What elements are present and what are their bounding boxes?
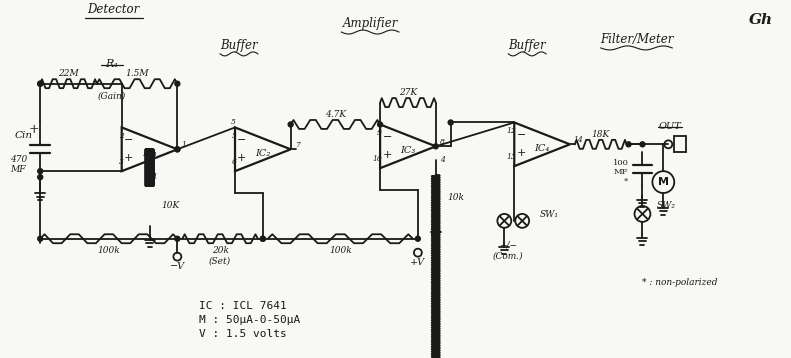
Circle shape [38, 81, 43, 86]
Circle shape [260, 236, 265, 241]
Text: −: − [517, 130, 526, 140]
Text: Buffer: Buffer [220, 39, 258, 52]
Text: −: − [382, 132, 392, 142]
Text: 3: 3 [119, 158, 123, 166]
Text: (Gain): (Gain) [97, 91, 126, 100]
Text: (Set): (Set) [209, 256, 231, 265]
Text: IC₁: IC₁ [142, 149, 157, 158]
Circle shape [175, 236, 180, 241]
Text: 470
MF: 470 MF [9, 155, 27, 174]
Text: 5: 5 [232, 132, 237, 140]
Text: −: − [237, 135, 247, 145]
Text: +/−
(Com.): +/− (Com.) [493, 241, 524, 260]
Text: * : non-polarized: * : non-polarized [642, 278, 718, 287]
Text: Cin: Cin [14, 131, 32, 140]
Circle shape [38, 169, 43, 174]
Text: 11: 11 [149, 173, 158, 181]
Text: Filter/Meter: Filter/Meter [600, 33, 673, 46]
Text: 100
MF
*: 100 MF * [613, 159, 629, 185]
Text: 9: 9 [377, 129, 382, 137]
Text: R₄: R₄ [105, 59, 118, 69]
Text: 100k: 100k [97, 246, 120, 255]
Text: M : 50μA-0-50μA: M : 50μA-0-50μA [199, 315, 301, 325]
Circle shape [415, 236, 420, 241]
Text: 13: 13 [506, 153, 517, 161]
Text: +: + [124, 153, 134, 163]
Text: −V: −V [170, 262, 185, 271]
Text: 27K: 27K [399, 88, 417, 97]
Circle shape [175, 81, 180, 86]
Text: 20k: 20k [212, 246, 229, 255]
Text: 7: 7 [294, 141, 300, 149]
Text: 18K: 18K [592, 130, 610, 139]
Text: −: − [124, 135, 134, 145]
Text: V : 1.5 volts: V : 1.5 volts [199, 329, 287, 339]
Text: 4.7K: 4.7K [325, 110, 346, 119]
Circle shape [260, 236, 265, 241]
Text: SW₁: SW₁ [540, 211, 559, 219]
Text: IC₄: IC₄ [535, 144, 550, 153]
Text: 2: 2 [119, 132, 123, 140]
Text: OUT: OUT [659, 122, 682, 131]
Circle shape [433, 144, 438, 149]
Circle shape [626, 142, 631, 147]
Text: +V: +V [411, 258, 426, 267]
Text: Amplifier: Amplifier [343, 17, 398, 30]
Circle shape [175, 147, 180, 152]
Text: 6: 6 [232, 158, 237, 166]
Circle shape [38, 81, 43, 86]
Text: +: + [237, 153, 247, 163]
Circle shape [377, 122, 383, 127]
Circle shape [38, 175, 43, 180]
Text: 10K: 10K [161, 202, 180, 211]
Text: IC₂: IC₂ [255, 149, 271, 158]
Text: 10: 10 [373, 155, 382, 163]
Text: 1: 1 [181, 141, 186, 149]
Circle shape [448, 120, 453, 125]
Text: 10k: 10k [448, 193, 464, 202]
Text: +: + [382, 150, 392, 160]
Text: +: + [29, 123, 40, 136]
Text: Detector: Detector [88, 3, 140, 16]
Text: 4: 4 [440, 156, 445, 164]
Text: Buffer: Buffer [509, 39, 546, 52]
Text: 1.5M: 1.5M [125, 69, 149, 78]
Text: +: + [517, 148, 526, 158]
Circle shape [640, 142, 645, 147]
Text: 5: 5 [230, 118, 236, 126]
Text: 8: 8 [440, 138, 445, 146]
Text: SW₂: SW₂ [657, 202, 676, 211]
Text: 100k: 100k [329, 246, 352, 255]
Text: Gh: Gh [748, 13, 773, 27]
Circle shape [288, 122, 293, 127]
Text: 22M: 22M [59, 69, 79, 78]
Text: IC₃: IC₃ [400, 146, 415, 155]
Text: 14: 14 [574, 136, 584, 144]
Text: M: M [658, 177, 669, 187]
Text: 12: 12 [506, 127, 517, 135]
Text: IC : ICL 7641: IC : ICL 7641 [199, 301, 287, 311]
Circle shape [175, 147, 180, 152]
Circle shape [38, 236, 43, 241]
